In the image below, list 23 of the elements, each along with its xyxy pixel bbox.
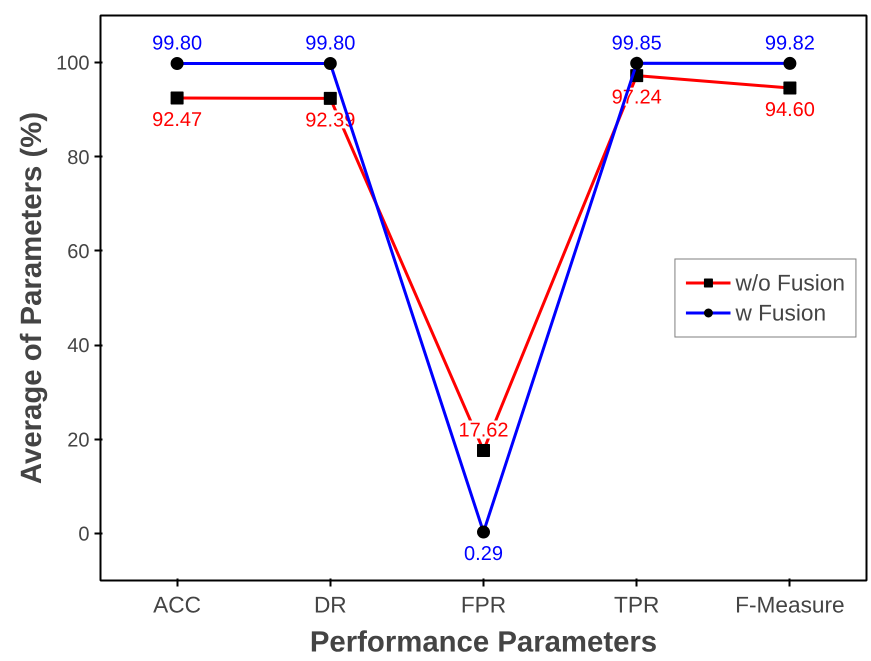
data-label: 94.60 — [764, 99, 815, 122]
x-tick-label: ACC — [153, 592, 202, 618]
y-tick-label: 100 — [56, 52, 90, 75]
x-tick-label: FPR — [460, 592, 506, 618]
x-axis-title: Performance Parameters — [310, 626, 658, 658]
data-label: 92.47 — [152, 109, 202, 132]
y-tick-label: 0 — [78, 523, 90, 546]
x-tick-label: DR — [314, 592, 347, 618]
legend-label: w/o Fusion — [735, 269, 845, 296]
y-tick-label: 20 — [67, 429, 90, 452]
y-axis-title: Average of Parameters (%) — [15, 112, 48, 484]
data-label: 99.82 — [764, 32, 815, 54]
data-label: 0.29 — [464, 543, 503, 566]
legend-label: w Fusion — [735, 299, 826, 326]
data-label: 99.85 — [612, 32, 662, 54]
y-tick-label: 60 — [67, 240, 90, 263]
y-tick-label: 80 — [67, 146, 90, 169]
data-label: 17.62 — [458, 419, 509, 442]
x-tick-label: F-Measure — [735, 592, 845, 618]
x-tick-label: TPR — [614, 592, 660, 618]
data-label: 99.80 — [152, 32, 202, 55]
y-tick-label: 40 — [67, 335, 90, 358]
data-label: 99.80 — [305, 32, 356, 55]
